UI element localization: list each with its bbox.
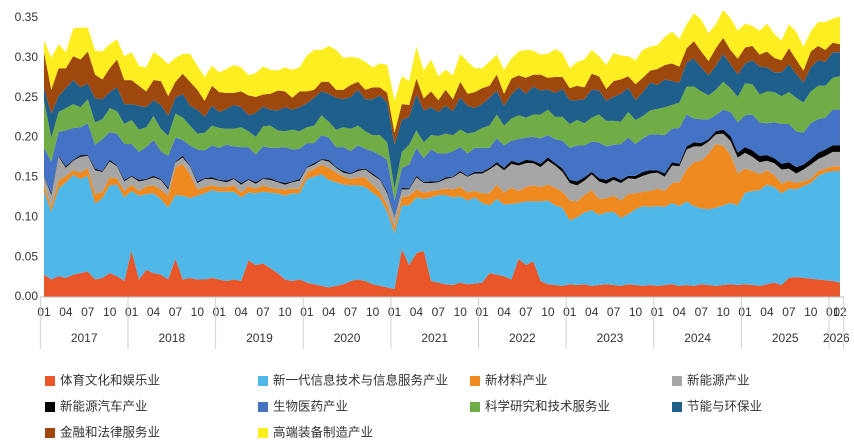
year-label: 2020 [334,331,361,345]
x-tick-label: 10 [454,305,468,319]
x-tick-label: 07 [782,305,796,319]
legend-label: 高端装备制造产业 [273,424,373,439]
y-tick-label: 0.00 [15,289,39,303]
x-tick-label: 10 [366,305,380,319]
x-tick-label: 04 [147,305,161,319]
legend-label: 节能与环保业 [687,399,762,413]
y-tick-label: 0.10 [15,209,39,223]
y-tick-label: 0.35 [15,10,39,24]
x-tick-label: 07 [607,305,621,319]
area [44,109,840,217]
x-tick-label: 01 [125,305,139,319]
x-tick-label: 04 [673,305,687,319]
area [44,52,840,189]
y-tick-label: 0.30 [15,50,39,64]
x-tick-label: 04 [59,305,73,319]
x-tick-label: 04 [760,305,774,319]
year-label: 2022 [509,331,536,345]
x-tick-label: 01 [475,305,489,319]
x-tick-label: 01 [651,305,665,319]
area [44,171,840,290]
x-tick-label: 07 [695,305,709,319]
year-label: 2025 [772,331,799,345]
x-tick-label: 07 [519,305,533,319]
legend-swatch [258,402,268,412]
y-tick-label: 0.15 [15,170,39,184]
x-tick-label: 10 [541,305,555,319]
area [44,76,840,201]
legend-label: 新能源产业 [687,372,750,387]
legend-swatch [258,376,268,386]
x-tick-label: 01 [213,305,227,319]
x-tick-label: 07 [256,305,270,319]
x-tick-label: 04 [322,305,336,319]
year-label: 2024 [684,331,711,345]
legend-swatch [45,428,55,438]
legend-label: 生物医药产业 [273,399,348,413]
year-label: 2021 [421,331,448,345]
x-tick-label: 07 [169,305,183,319]
legend-label: 新材料产业 [485,372,548,387]
legend-label: 体育文化和娱乐业 [60,372,160,387]
x-tick-label: 02 [833,305,847,319]
legend-swatch [258,428,268,438]
year-label: 2023 [597,331,624,345]
area [44,143,840,234]
x-tick-label: 07 [432,305,446,319]
y-tick-label: 0.05 [15,249,39,263]
year-label: 2018 [158,331,185,345]
x-tick-label: 01 [300,305,314,319]
area [44,249,840,297]
x-tick-label: 04 [585,305,599,319]
legend-label: 新能源汽车产业 [60,398,148,413]
legend-swatch [45,376,55,386]
x-tick-label: 07 [81,305,95,319]
y-tick-label: 0.25 [15,90,39,104]
legend-swatch [672,376,682,386]
x-tick-label: 10 [278,305,292,319]
legend-label: 金融和法律服务业 [60,424,160,439]
x-tick-label: 10 [804,305,818,319]
x-tick-label: 04 [410,305,424,319]
x-tick-label: 01 [738,305,752,319]
year-label: 2026 [823,331,850,345]
legend-label: 新一代信息技术与信息服务产业 [273,372,448,387]
y-tick-label: 0.20 [15,130,39,144]
legend-swatch [470,402,480,412]
legend-swatch [672,402,682,412]
x-tick-label: 04 [497,305,511,319]
x-tick-label: 10 [103,305,117,319]
x-tick-label: 04 [234,305,248,319]
legend-swatch [45,402,55,412]
area [44,133,840,227]
x-tick-label: 10 [191,305,205,319]
x-tick-label: 01 [388,305,402,319]
x-tick-label: 01 [37,305,51,319]
year-label: 2017 [71,331,98,345]
legend-swatch [470,376,480,386]
x-tick-label: 07 [344,305,358,319]
x-tick-label: 10 [629,305,643,319]
year-label: 2019 [246,331,273,345]
x-tick-label: 10 [716,305,730,319]
legend-label: 科学研究和技术服务业 [485,398,610,413]
x-tick-label: 01 [563,305,577,319]
